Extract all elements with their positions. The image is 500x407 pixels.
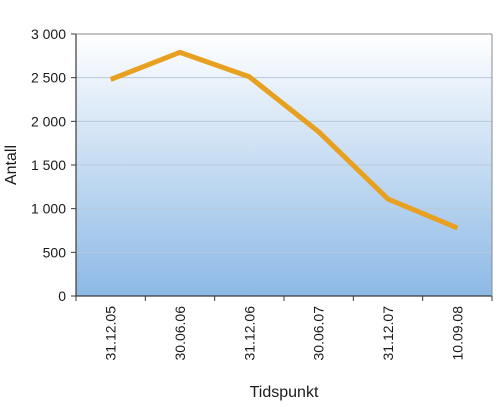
y-tick-label: 3 000 — [31, 26, 66, 42]
series-line — [109, 49, 459, 231]
y-tick-label: 2 000 — [31, 113, 66, 129]
x-tick-label: 10.09.08 — [449, 306, 465, 361]
x-tick-labels: 31.12.05 30.06.06 31.12.06 30.06.07 31.12.07… — [103, 306, 466, 361]
x-tick-label: 31.12.06 — [241, 306, 257, 361]
series — [109, 49, 459, 231]
y-tick-label: 500 — [43, 244, 67, 260]
y-tick-label: 1 500 — [31, 157, 66, 173]
x-tick-label: 31.12.07 — [380, 306, 396, 361]
x-tick-label: 30.06.06 — [172, 306, 188, 361]
x-axis-title: Tidspunkt — [250, 384, 319, 401]
x-tick-label: 31.12.05 — [103, 306, 119, 361]
y-tick-label: 0 — [58, 288, 66, 304]
y-axis-title: Antall — [3, 145, 20, 185]
y-tick-labels: 0 500 1 000 1 500 2 000 2 500 3 000 — [31, 26, 66, 304]
axes — [71, 33, 493, 301]
y-tick-label: 1 000 — [31, 201, 66, 217]
y-tick-label: 2 500 — [31, 70, 66, 86]
x-tick-label: 30.06.07 — [311, 306, 327, 361]
